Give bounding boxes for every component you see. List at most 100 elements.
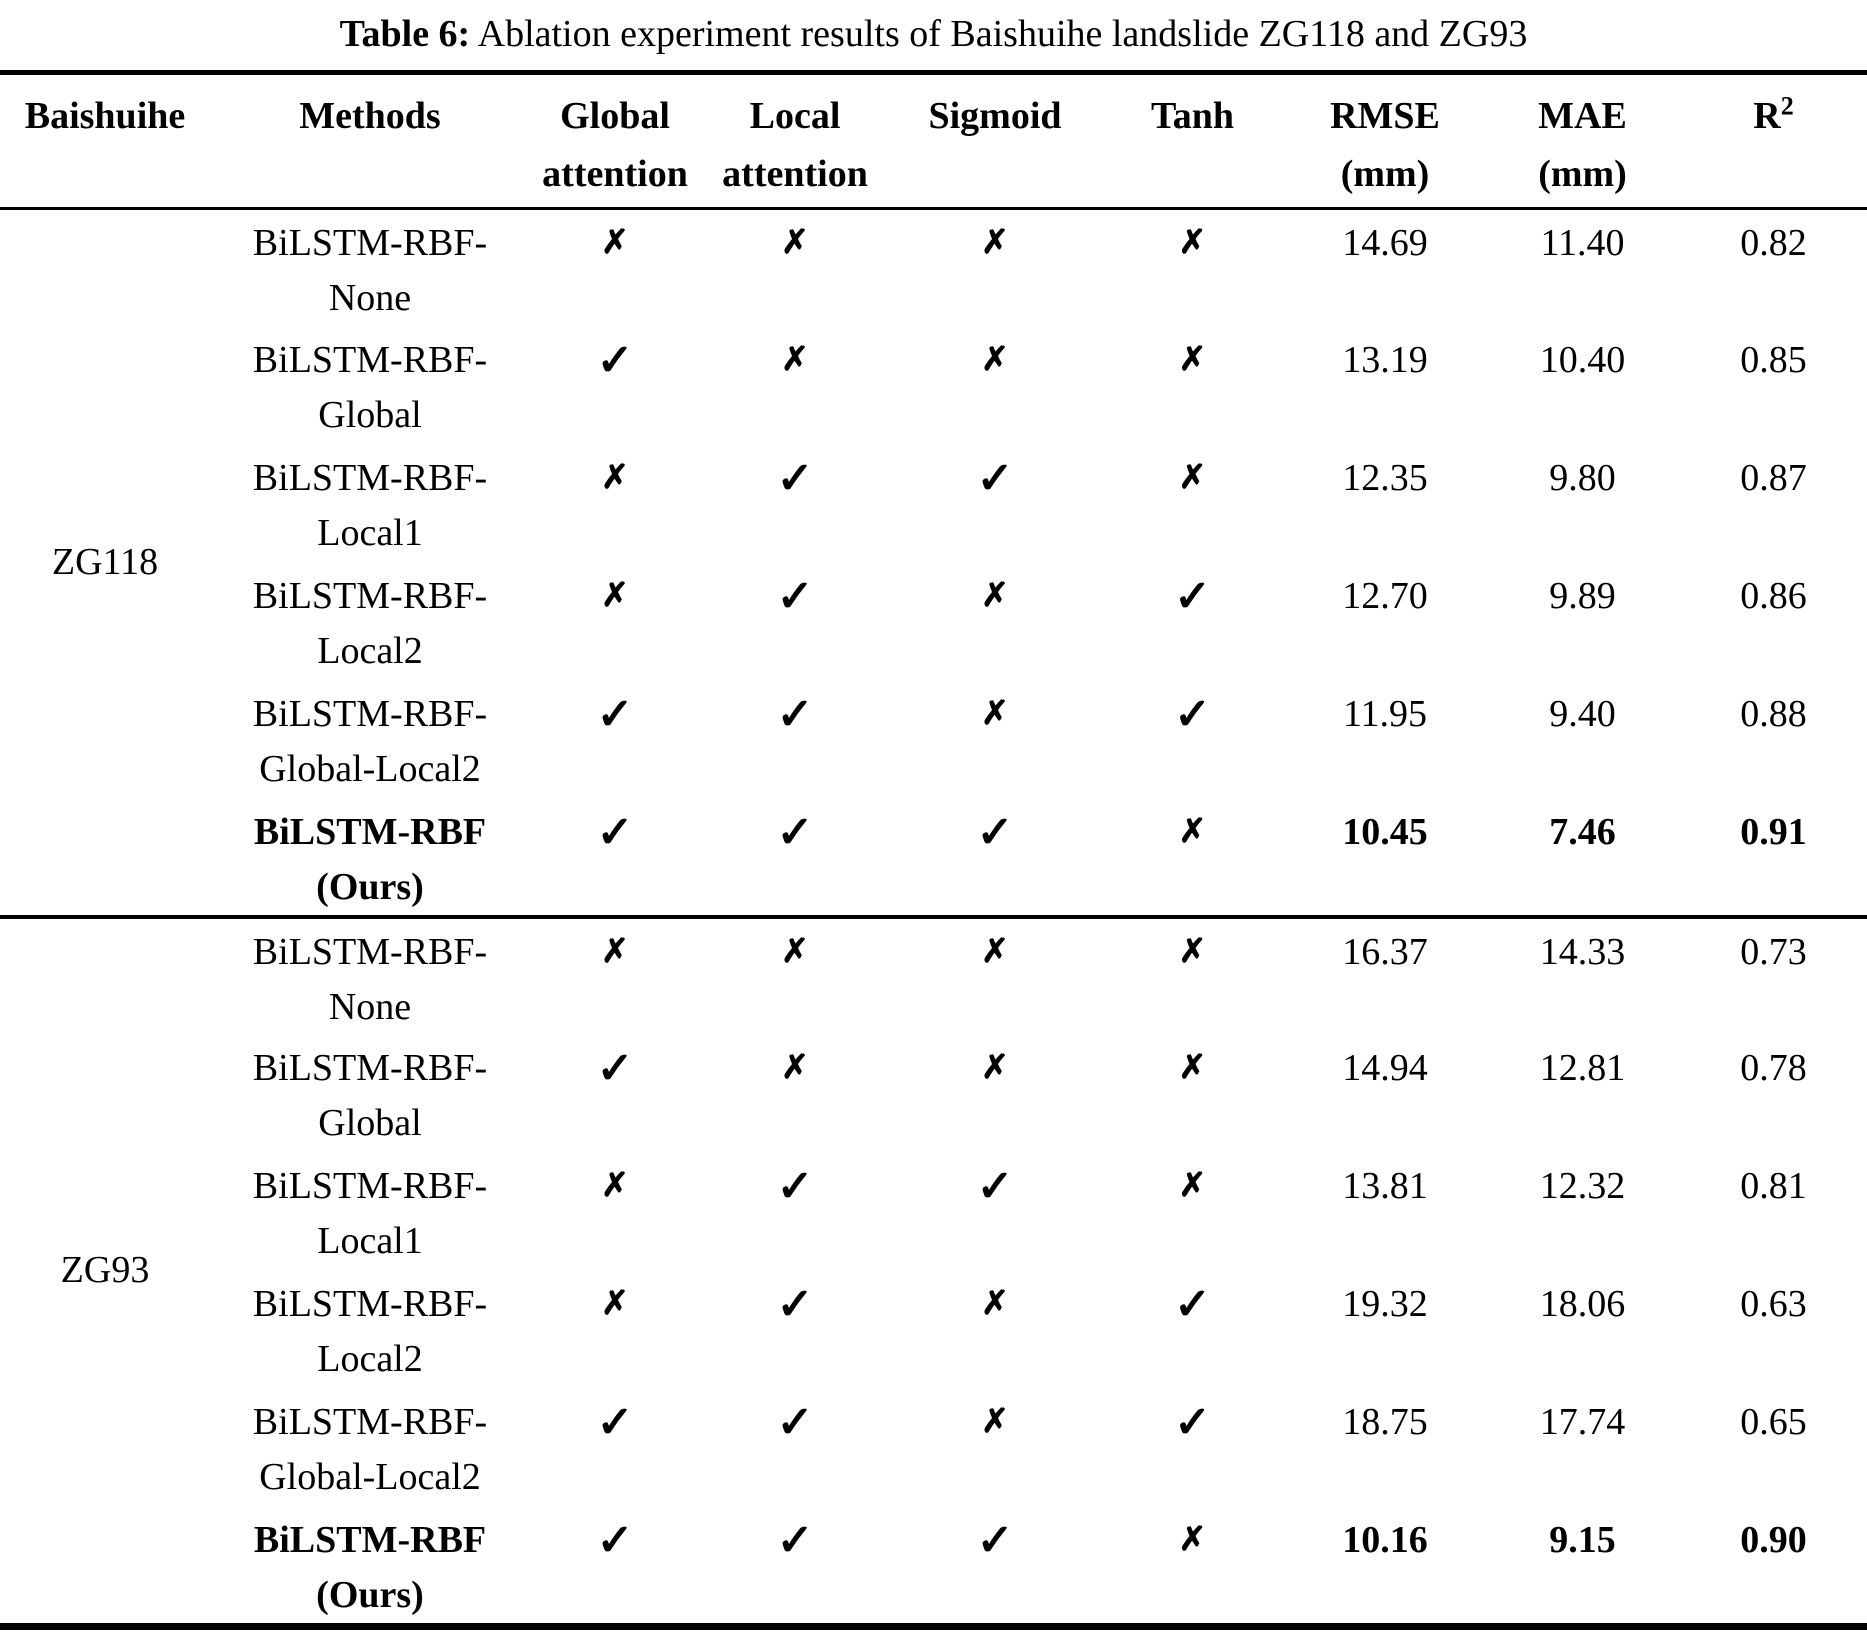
local-attention-mark: ✗ (781, 1049, 809, 1086)
table-row: ZG118 BiLSTM-RBF- None ✗ ✗ ✗ ✗ 14.69 11.4… (0, 209, 1867, 583)
mae-value: 7.46 (1549, 810, 1616, 853)
local-attention-mark: ✓ (776, 1515, 814, 1565)
mae-value: 17.74 (1539, 1400, 1626, 1443)
r2-value: 0.82 (1740, 222, 1807, 264)
rmse-value: 10.16 (1342, 1518, 1428, 1561)
local-attention-mark: ✗ (781, 225, 809, 261)
local-attention-mark: ✗ (781, 933, 809, 970)
tanh-mark: ✗ (1178, 813, 1207, 850)
local-attention-mark: ✓ (776, 1279, 814, 1329)
table-header: Baishuihe Methods Global attention Local a… (0, 72, 1867, 209)
r2-value: 0.88 (1740, 692, 1807, 735)
col-header-mae: MAE (mm) (1538, 95, 1627, 195)
group-zg93: ZG93 BiLSTM-RBF- None ✗ ✗ ✗ ✗ 16.37 14.33… (0, 917, 1867, 1627)
rmse-value: 18.75 (1342, 1400, 1428, 1443)
r2-value: 0.65 (1740, 1400, 1807, 1443)
mae-value: 9.40 (1549, 692, 1616, 735)
table-caption: Table 6: Ablation experiment results of … (0, 8, 1867, 70)
col-header-tanh: Tanh (1150, 95, 1235, 137)
table-row: BiLSTM-RBF- Local2 ✗ ✓ ✗ ✓ 19.32 18.06 0.… (0, 1271, 1867, 1389)
r2-value: 0.73 (1740, 930, 1807, 973)
global-attention-mark: ✓ (596, 1397, 634, 1447)
global-attention-mark: ✓ (596, 689, 634, 739)
header-row: Baishuihe Methods Global attention Local a… (0, 73, 1867, 209)
table-caption-label: Table 6: (339, 13, 471, 55)
mae-value: 12.81 (1539, 1046, 1626, 1089)
sigmoid-mark: ✗ (981, 341, 1009, 378)
tanh-mark: ✓ (1174, 1397, 1211, 1447)
method-cell: BiLSTM-RBF- Global (252, 338, 488, 436)
method-cell: BiLSTM-RBF- Local2 (252, 574, 488, 672)
group-zg118: ZG118 BiLSTM-RBF- None ✗ ✗ ✗ ✗ 14.69 11.4… (0, 209, 1867, 917)
sigmoid-mark: ✓ (976, 1515, 1014, 1565)
rmse-value: 14.69 (1342, 222, 1428, 264)
global-attention-mark: ✗ (601, 933, 629, 970)
global-attention-mark: ✓ (596, 807, 634, 857)
table-row-ours: BiLSTM-RBF (Ours) ✓ ✓ ✓ ✗ 10.45 7.46 0.91 (0, 799, 1867, 917)
method-cell: BiLSTM-RBF- Global (252, 1046, 488, 1144)
mae-value: 12.32 (1539, 1164, 1626, 1207)
rmse-value: 12.70 (1342, 574, 1428, 617)
global-attention-mark: ✓ (596, 335, 634, 385)
group-label-zg93: ZG93 (60, 1249, 150, 1291)
r2-value: 0.87 (1740, 456, 1807, 499)
table-row: BiLSTM-RBF- Local1 ✗ ✓ ✓ ✗ 13.81 12.32 0.… (0, 1153, 1867, 1271)
table-caption-text: Ablation experiment results of Baishuihe… (470, 13, 1528, 55)
local-attention-mark: ✓ (776, 807, 814, 857)
method-cell: BiLSTM-RBF- Local2 (252, 1282, 488, 1380)
rmse-value: 16.37 (1342, 930, 1428, 973)
local-attention-mark: ✓ (776, 1397, 814, 1447)
r2-value: 0.85 (1740, 338, 1807, 381)
r2-value: 0.91 (1740, 810, 1807, 853)
tanh-mark: ✗ (1178, 1521, 1207, 1558)
table-row: BiLSTM-RBF- Global-Local2 ✓ ✓ ✗ ✓ 18.75 1… (0, 1389, 1867, 1507)
table-row: ZG93 BiLSTM-RBF- None ✗ ✗ ✗ ✗ 16.37 14.33… (0, 917, 1867, 1292)
col-header-baishuihe: Baishuihe (24, 95, 186, 137)
global-attention-mark: ✗ (601, 225, 629, 261)
table-row-ours: BiLSTM-RBF (Ours) ✓ ✓ ✓ ✗ 10.16 9.15 0.90 (0, 1507, 1867, 1627)
method-cell: BiLSTM-RBF- None (252, 930, 488, 1028)
rmse-value: 11.95 (1342, 692, 1428, 735)
r2-value: 0.81 (1740, 1164, 1807, 1207)
sigmoid-mark: ✓ (976, 1161, 1014, 1211)
global-attention-mark: ✗ (601, 1167, 629, 1204)
method-cell: BiLSTM-RBF- None (252, 222, 488, 319)
mae-value: 18.06 (1539, 1282, 1626, 1325)
global-attention-mark: ✗ (601, 577, 629, 614)
method-cell: BiLSTM-RBF (Ours) (253, 1518, 487, 1616)
sigmoid-mark: ✗ (981, 1403, 1009, 1440)
local-attention-mark: ✗ (781, 341, 809, 378)
table-row: BiLSTM-RBF- Local1 ✗ ✓ ✓ ✗ 12.35 9.80 0.8… (0, 445, 1867, 563)
global-attention-mark: ✓ (596, 1043, 634, 1093)
r2-value: 0.63 (1740, 1282, 1807, 1325)
r2-value: 0.86 (1740, 574, 1807, 617)
method-cell: BiLSTM-RBF- Global-Local2 (252, 692, 488, 790)
table-row: BiLSTM-RBF- Global ✓ ✗ ✗ ✗ 13.19 10.40 0.… (0, 327, 1867, 445)
global-attention-mark: ✓ (596, 1515, 634, 1565)
local-attention-mark: ✓ (776, 1161, 814, 1211)
group-label-zg118: ZG118 (51, 540, 159, 583)
rmse-value: 13.19 (1342, 338, 1428, 381)
r2-value: 0.90 (1740, 1518, 1807, 1561)
rmse-value: 12.35 (1342, 456, 1428, 499)
tanh-mark: ✗ (1178, 225, 1207, 261)
table-row: BiLSTM-RBF- Local2 ✗ ✓ ✗ ✓ 12.70 9.89 0.8… (0, 563, 1867, 681)
method-cell: BiLSTM-RBF- Local1 (252, 456, 488, 554)
col-header-sigmoid: Sigmoid (928, 95, 1062, 137)
rmse-value: 19.32 (1342, 1282, 1428, 1325)
r2-value: 0.78 (1740, 1046, 1807, 1089)
rmse-value: 14.94 (1342, 1046, 1428, 1089)
col-header-r-squared: R2 (1753, 91, 1794, 137)
method-cell: BiLSTM-RBF (Ours) (253, 810, 487, 908)
sigmoid-mark: ✗ (981, 933, 1009, 970)
tanh-mark: ✗ (1178, 1167, 1207, 1204)
tanh-mark: ✗ (1178, 459, 1207, 496)
sigmoid-mark: ✓ (976, 807, 1014, 857)
mae-value: 10.40 (1539, 338, 1626, 381)
table-row: BiLSTM-RBF- Global ✓ ✗ ✗ ✗ 14.94 12.81 0.… (0, 1035, 1867, 1153)
method-cell: BiLSTM-RBF- Local1 (252, 1164, 488, 1262)
global-attention-mark: ✗ (601, 459, 629, 496)
mae-value: 9.80 (1549, 456, 1616, 499)
col-header-rmse: RMSE (mm) (1330, 95, 1440, 195)
sigmoid-mark: ✗ (981, 1049, 1009, 1086)
